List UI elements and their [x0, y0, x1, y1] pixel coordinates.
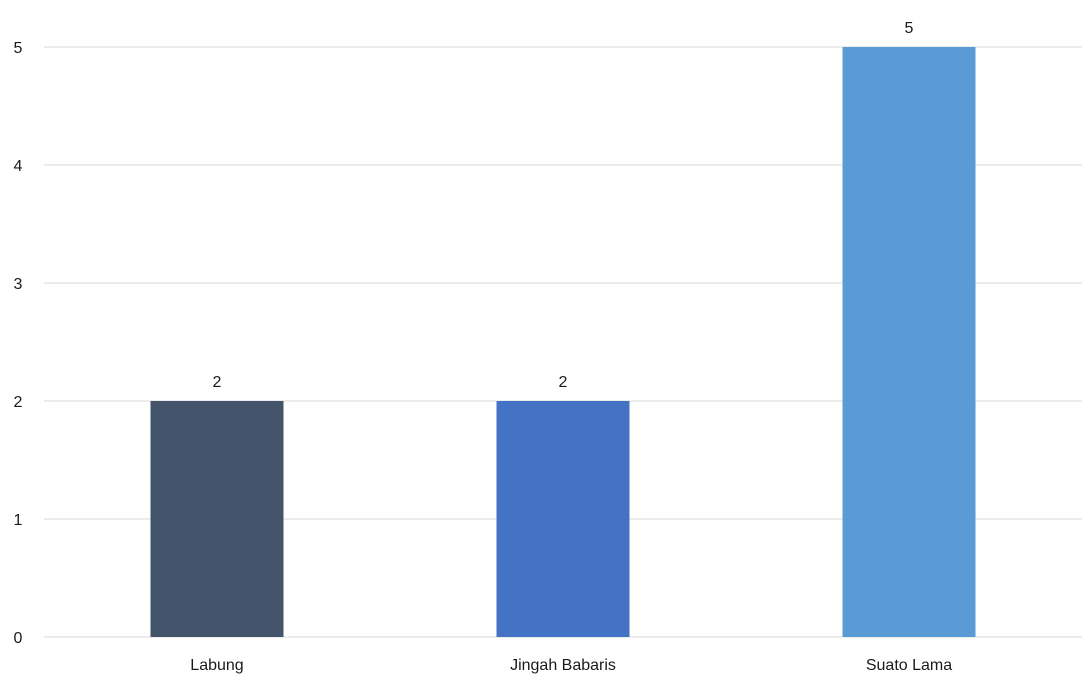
data-labels: 2 2 5 — [213, 20, 914, 391]
bar — [842, 47, 976, 637]
y-tick-label: 1 — [14, 512, 23, 529]
x-tick-label: Labung — [190, 657, 243, 674]
y-tick-label: 0 — [14, 630, 23, 647]
y-tick-label: 5 — [14, 40, 23, 57]
bars — [150, 47, 976, 637]
bar — [496, 401, 630, 637]
data-label: 5 — [905, 20, 914, 37]
bar — [150, 401, 284, 637]
y-tick-label: 2 — [14, 394, 23, 411]
y-axis-ticks: 0 1 2 3 4 5 — [14, 40, 23, 647]
data-label: 2 — [213, 374, 222, 391]
x-tick-label: Jingah Babaris — [510, 657, 616, 674]
y-tick-label: 4 — [14, 158, 23, 175]
x-tick-label: Suato Lama — [866, 657, 952, 674]
data-label: 2 — [559, 374, 568, 391]
y-tick-label: 3 — [14, 276, 23, 293]
x-axis-ticks: Labung Jingah Babaris Suato Lama — [190, 657, 952, 674]
